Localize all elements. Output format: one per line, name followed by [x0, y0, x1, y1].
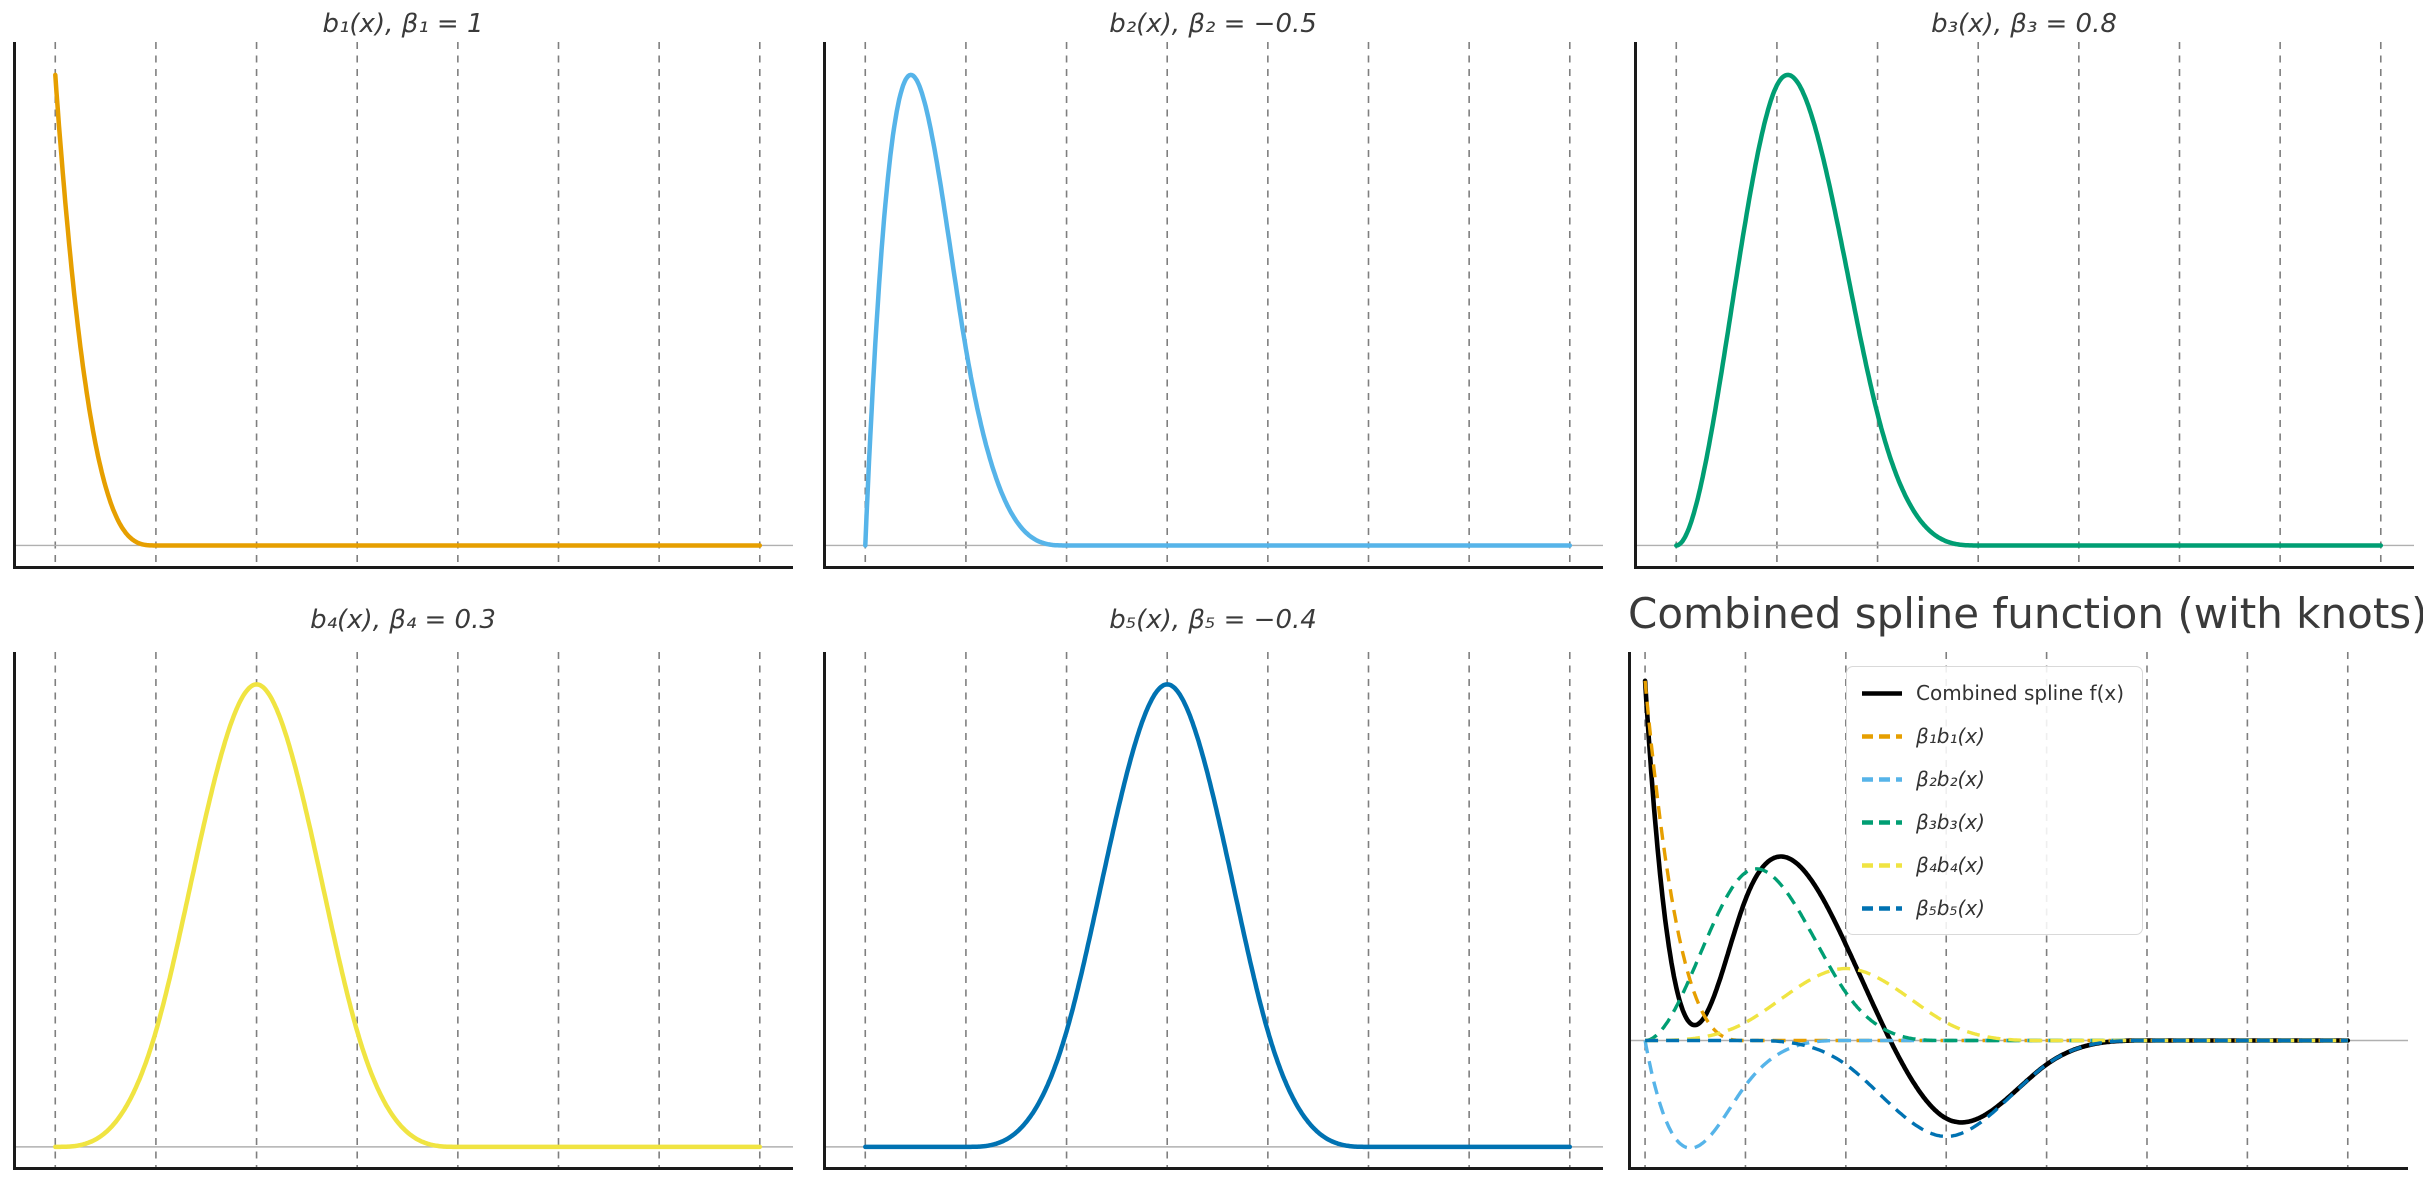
legend-label: Combined spline f(x)	[1916, 681, 2125, 705]
basis-curve-b1	[53, 72, 763, 548]
component-curve-b3	[1644, 867, 2348, 1043]
subplot-title-b1: b₁(x), β₁ = 1	[322, 9, 484, 39]
legend-item-b3: β₃b₃(x)	[1861, 809, 2124, 835]
component-curve-b2	[1643, 1038, 2348, 1150]
legend-line-sample-b5	[1862, 905, 1902, 911]
legend-label: β₅b₅(x)	[1916, 896, 1985, 920]
legend-line-sample-combined	[1862, 690, 1902, 696]
legend-label: β₃b₃(x)	[1916, 810, 1985, 834]
component-curve-b5	[1645, 1038, 2348, 1139]
plot-area-b2	[823, 42, 1603, 569]
basis-curve-b2	[863, 72, 1573, 548]
subplot-title-b4: b₄(x), β₄ = 0.3	[310, 605, 496, 635]
subplot-title-b5: b₅(x), β₅ = −0.4	[1109, 605, 1317, 635]
legend: Combined spline f(x) β₁b₁(x) β₂b₂(x) β₃b…	[1846, 666, 2144, 935]
legend-item-combined: Combined spline f(x)	[1861, 680, 2124, 706]
legend-line-sample-b3	[1862, 819, 1902, 825]
subplot-title-b2: b₂(x), β₂ = −0.5	[1109, 9, 1317, 39]
legend-label: β₄b₄(x)	[1916, 853, 1985, 877]
plot-area-b3	[1634, 42, 2414, 569]
combined-plot-title: Combined spline function (with knots)	[1628, 589, 2423, 638]
component-curve-b4	[1645, 966, 2348, 1043]
legend-item-b2: β₂b₂(x)	[1861, 766, 2124, 792]
legend-item-b1: β₁b₁(x)	[1861, 723, 2124, 749]
legend-line-sample-b4	[1862, 862, 1902, 868]
subplot-title-b3: b₃(x), β₃ = 0.8	[1931, 9, 2117, 39]
legend-label: β₂b₂(x)	[1916, 767, 1985, 791]
plot-area-b5	[823, 652, 1603, 1170]
plot-area-b1	[13, 42, 793, 569]
basis-curve-b5	[863, 682, 1573, 1150]
basis-curve-b3	[1674, 72, 2384, 548]
legend-item-b4: β₄b₄(x)	[1861, 852, 2124, 878]
legend-label: β₁b₁(x)	[1916, 724, 1985, 748]
legend-item-b5: β₅b₅(x)	[1861, 895, 2124, 921]
legend-line-sample-b2	[1862, 776, 1902, 782]
plot-area-b4	[13, 652, 793, 1170]
legend-line-sample-b1	[1862, 733, 1902, 739]
basis-curve-b4	[53, 682, 763, 1150]
